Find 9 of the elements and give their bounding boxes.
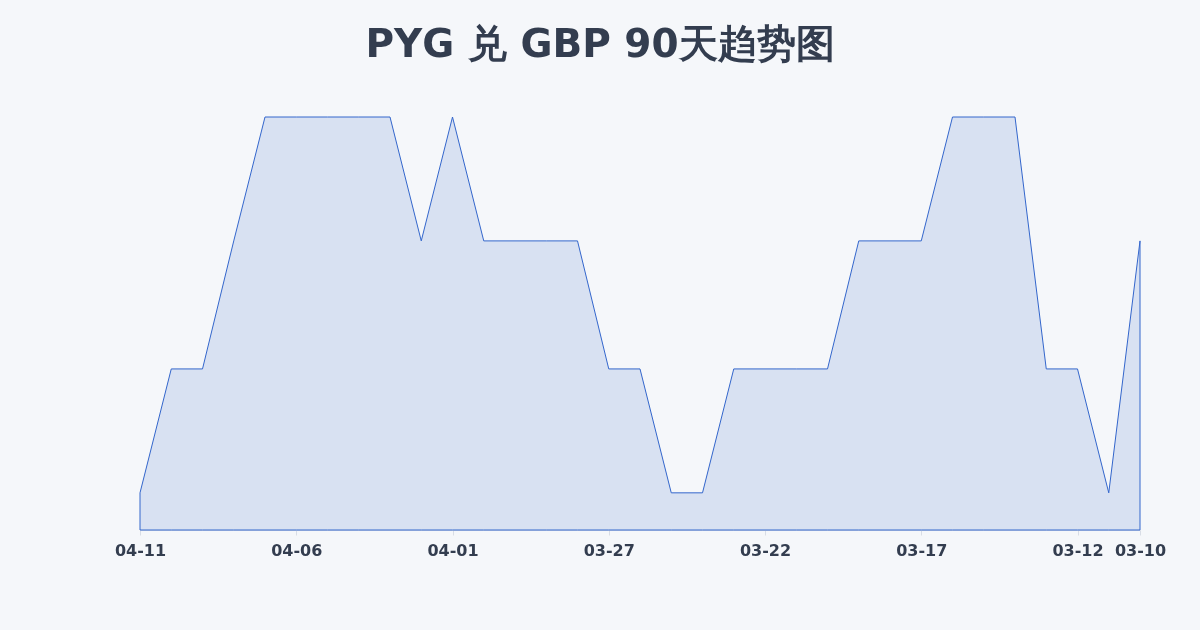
x-tick-label: 04-11: [114, 540, 167, 560]
x-tick-label: 03-27: [583, 540, 635, 560]
x-tick-label: 03-22: [739, 540, 792, 560]
x-tick-label: 03-17: [896, 540, 948, 560]
chart-title: PYG 兑 GBP 90天趋势图: [365, 20, 835, 66]
x-tick-label: 04-01: [427, 540, 479, 560]
x-tick-label: 04-06: [271, 540, 323, 560]
x-tick-label: 03-10: [1114, 540, 1167, 560]
x-tick-label: 03-12: [1052, 540, 1104, 560]
